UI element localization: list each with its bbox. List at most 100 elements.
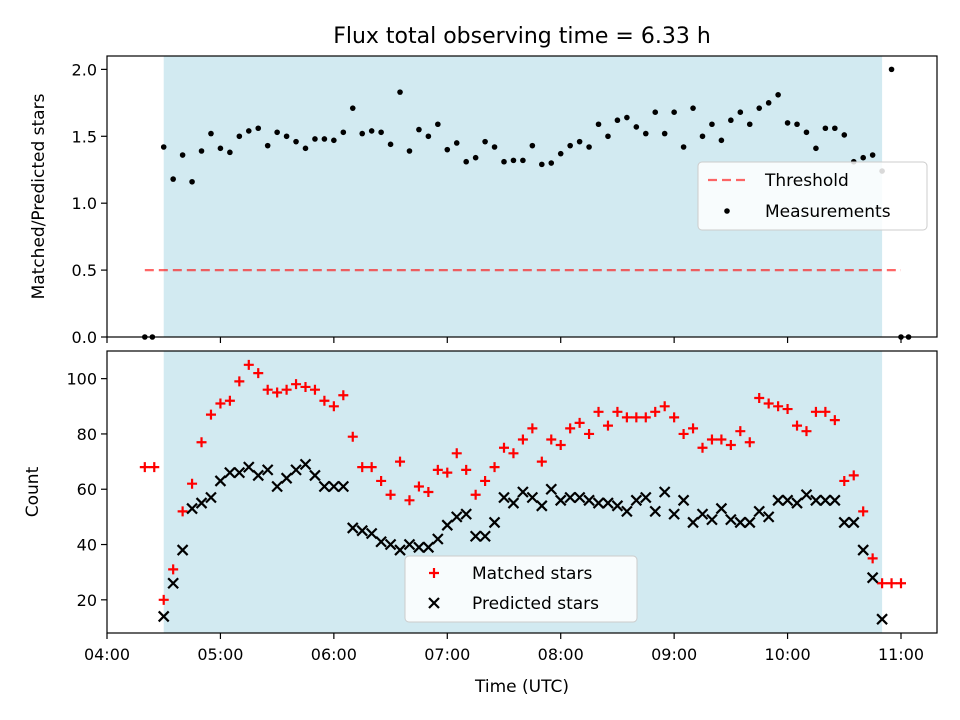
legend-matched-swatch: [429, 568, 439, 578]
predicted-point: [337, 480, 350, 493]
predicted-point: [592, 497, 605, 509]
matched-point: [659, 401, 670, 412]
matched-point: [451, 448, 462, 459]
predicted-point: [658, 486, 671, 498]
matched-point: [461, 464, 472, 475]
predicted-point: [479, 530, 491, 543]
predicted-point: [403, 538, 416, 551]
predicted-point: [819, 494, 832, 507]
predicted-point: [677, 494, 690, 507]
measurement-point: [217, 145, 224, 152]
matched-point: [300, 381, 311, 392]
y-axis-label: Matched/Predicted stars: [29, 93, 49, 299]
predicted-point: [498, 491, 510, 504]
matched-point: [281, 384, 292, 395]
legend-box: [697, 161, 928, 231]
x-tick-label: 10:00: [765, 645, 811, 664]
measurement-point: [888, 66, 895, 73]
predicted-point: [365, 527, 378, 540]
measurement-point: [642, 130, 649, 137]
legend-measurement-swatch: [724, 208, 730, 214]
predicted-point: [611, 500, 624, 512]
measurement-point: [529, 142, 536, 149]
measurement-point: [813, 145, 819, 152]
matched-point: [867, 553, 878, 564]
measurement-point: [378, 129, 384, 136]
predicted-point: [715, 502, 728, 515]
predicted-point: [252, 469, 265, 482]
series-matched-stars: [139, 359, 906, 605]
matched-point: [187, 478, 198, 489]
measurement-point: [869, 152, 876, 158]
axes-frame: [106, 350, 938, 634]
measurement-point: [406, 148, 413, 154]
predicted-point: [847, 516, 860, 529]
matched-point: [262, 384, 273, 395]
measurement-point: [832, 125, 838, 132]
matched-point: [602, 420, 613, 431]
matched-point: [896, 578, 906, 589]
measurement-point: [822, 125, 829, 132]
y-tick-label: 100: [66, 370, 97, 389]
predicted-point: [838, 516, 851, 529]
y-tick-label: 40: [77, 536, 97, 555]
matched-point: [470, 489, 481, 500]
legend-label: Matched stars: [472, 564, 592, 584]
predicted-point: [810, 494, 822, 507]
matched-point: [669, 412, 680, 423]
predicted-point: [526, 491, 539, 504]
measurement-point: [652, 109, 659, 115]
matched-point: [650, 406, 661, 417]
x-axis-label: Time (UTC): [474, 677, 569, 697]
predicted-point: [583, 494, 595, 507]
matched-point: [196, 437, 207, 448]
measurement-point: [208, 130, 214, 137]
matched-point: [801, 426, 812, 437]
predicted-point: [346, 522, 359, 534]
matched-point: [508, 448, 519, 459]
matched-point: [886, 578, 897, 589]
predicted-point: [328, 480, 340, 493]
measurement-point: [482, 138, 488, 145]
legend: Threshold Measurements: [697, 161, 928, 231]
predicted-point: [602, 497, 614, 509]
measurement-point: [784, 120, 791, 126]
matched-point: [423, 487, 434, 497]
predicted-point: [668, 508, 680, 520]
matched-point: [829, 415, 840, 426]
matched-point: [517, 434, 528, 445]
matched-point: [385, 489, 396, 500]
predicted-point: [290, 464, 302, 476]
matched-point: [839, 475, 850, 486]
series-predicted-stars: [157, 458, 888, 625]
matched-point: [546, 434, 557, 445]
measurement-point: [614, 117, 621, 124]
measurement-point: [491, 144, 498, 150]
predicted-point: [649, 505, 662, 518]
measurement-point: [680, 144, 687, 150]
measurement-point: [255, 125, 262, 132]
matched-point: [413, 481, 424, 492]
predicted-point: [356, 524, 368, 537]
measurement-point: [472, 154, 479, 161]
predicted-point: [743, 516, 756, 529]
matched-point: [782, 404, 793, 415]
matched-point: [404, 495, 415, 506]
matched-point: [177, 506, 188, 517]
matched-point: [536, 456, 547, 467]
matched-point: [432, 464, 443, 475]
predicted-point: [876, 613, 888, 625]
measurement-point: [331, 137, 337, 144]
matched-point: [395, 456, 406, 467]
predicted-point: [507, 497, 520, 509]
matched-point: [215, 398, 226, 409]
measurement-point: [841, 132, 848, 138]
legend-box: [404, 555, 638, 623]
measurement-point: [416, 126, 422, 133]
predicted-point: [167, 577, 179, 590]
measurement-point: [737, 109, 744, 115]
matched-point: [735, 426, 746, 437]
y-tick-label: 1.0: [72, 194, 97, 213]
measurement-point: [775, 92, 781, 98]
